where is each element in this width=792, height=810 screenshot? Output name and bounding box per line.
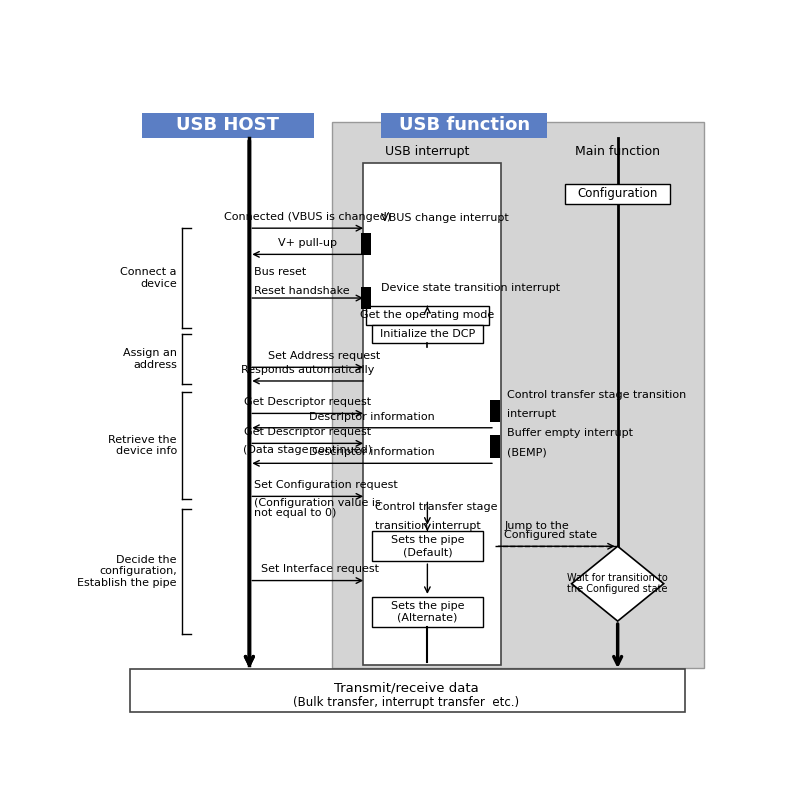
- Text: Set Configuration request: Set Configuration request: [254, 480, 398, 490]
- Text: transition interrupt: transition interrupt: [375, 521, 481, 531]
- Text: interrupt: interrupt: [507, 409, 556, 419]
- Bar: [130, 669, 685, 711]
- Bar: [382, 113, 547, 138]
- Text: USB HOST: USB HOST: [177, 117, 280, 134]
- Polygon shape: [572, 546, 664, 621]
- Text: Set Interface request: Set Interface request: [261, 565, 379, 574]
- Text: Descriptor information: Descriptor information: [309, 411, 435, 421]
- Text: Main function: Main function: [575, 145, 661, 158]
- Text: Reset handshake: Reset handshake: [254, 286, 350, 296]
- Text: Jump to the: Jump to the: [505, 521, 569, 531]
- Bar: [490, 435, 500, 458]
- Text: Control transfer stage: Control transfer stage: [375, 502, 497, 512]
- Text: (Data stage continued): (Data stage continued): [243, 445, 372, 454]
- Bar: [333, 122, 703, 668]
- Bar: [363, 163, 501, 665]
- Text: Wait for transition to
the Configured state: Wait for transition to the Configured st…: [567, 573, 668, 595]
- Bar: [372, 531, 482, 561]
- Text: Connect a
device: Connect a device: [120, 267, 177, 289]
- Text: USB function: USB function: [398, 117, 530, 134]
- Text: Assign an
address: Assign an address: [123, 348, 177, 370]
- Text: Descriptor information: Descriptor information: [309, 447, 435, 457]
- Text: Set Address request: Set Address request: [268, 351, 381, 361]
- Text: Initialize the DCP: Initialize the DCP: [379, 329, 475, 339]
- Text: Bus reset: Bus reset: [254, 266, 307, 277]
- Text: (Configuration value is: (Configuration value is: [254, 497, 381, 508]
- Text: Device state transition interrupt: Device state transition interrupt: [382, 283, 561, 293]
- Text: Decide the
configuration,
Establish the pipe: Decide the configuration, Establish the …: [78, 555, 177, 588]
- Text: Configuration: Configuration: [577, 187, 658, 200]
- Bar: [372, 326, 482, 343]
- Bar: [372, 597, 482, 627]
- Text: USB interrupt: USB interrupt: [385, 145, 470, 158]
- Bar: [361, 287, 371, 309]
- Bar: [142, 113, 314, 138]
- Text: Sets the pipe
(Default): Sets the pipe (Default): [390, 535, 464, 557]
- Text: Control transfer stage transition: Control transfer stage transition: [507, 390, 687, 399]
- Text: (Bulk transfer, interrupt transfer  etc.): (Bulk transfer, interrupt transfer etc.): [293, 696, 519, 709]
- Text: VBUS change interrupt: VBUS change interrupt: [382, 213, 509, 224]
- Text: Get the operating mode: Get the operating mode: [360, 310, 494, 321]
- Text: Sets the pipe
(Alternate): Sets the pipe (Alternate): [390, 601, 464, 623]
- Bar: [565, 184, 670, 204]
- Bar: [366, 306, 489, 325]
- Text: Transmit/receive data: Transmit/receive data: [333, 682, 478, 695]
- Text: Configured state: Configured state: [505, 530, 597, 540]
- Text: Get Descriptor request: Get Descriptor request: [244, 397, 371, 407]
- Text: Responds automatically: Responds automatically: [241, 364, 375, 375]
- Text: V+ pull-up: V+ pull-up: [278, 238, 337, 248]
- Text: Connected (VBUS is changed): Connected (VBUS is changed): [224, 212, 391, 222]
- Text: not equal to 0): not equal to 0): [254, 508, 337, 518]
- Bar: [361, 232, 371, 255]
- Text: Retrieve the
device info: Retrieve the device info: [109, 435, 177, 456]
- Text: Buffer empty interrupt: Buffer empty interrupt: [507, 428, 633, 438]
- Text: (BEMP): (BEMP): [507, 448, 547, 458]
- Bar: [490, 399, 500, 422]
- Text: Get Descriptor request: Get Descriptor request: [244, 427, 371, 437]
